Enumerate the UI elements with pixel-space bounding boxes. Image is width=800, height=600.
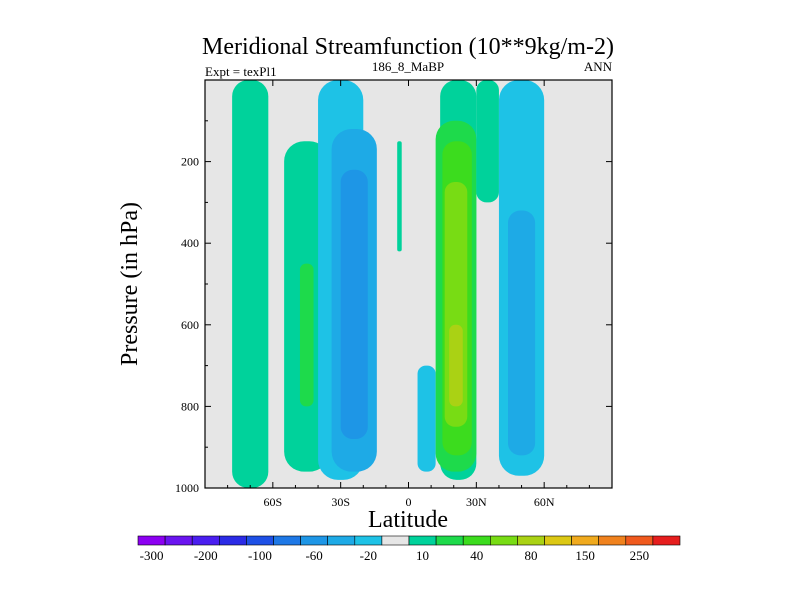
chart-title: Meridional Streamfunction (10**9kg/m-2): [202, 34, 614, 60]
season-label: ANN: [584, 59, 613, 74]
colorbar-swatch: [489, 535, 518, 546]
colorbar-swatch: [462, 535, 491, 546]
contour-region: [476, 80, 499, 203]
x-axis-label: Latitude: [368, 507, 448, 533]
colorbar-swatch: [517, 535, 545, 546]
contour-region: [340, 169, 368, 440]
colorbar-swatch: [598, 535, 627, 546]
colorbar-swatch: [571, 535, 599, 546]
colorbar-label: -20: [360, 548, 377, 563]
colorbar-swatch: [191, 535, 220, 546]
colorbar-swatch: [164, 535, 193, 546]
contour-region: [507, 210, 536, 456]
y-tick-label: 400: [181, 236, 199, 250]
y-tick-label: 800: [181, 399, 199, 413]
y-tick-label: 200: [181, 155, 199, 169]
colorbar-swatch: [652, 535, 681, 546]
colorbar-swatch: [246, 535, 274, 546]
colorbar-label: 250: [630, 548, 650, 563]
colorbar-swatch: [544, 535, 572, 546]
contour-region: [397, 141, 402, 252]
contour-region: [299, 263, 314, 407]
colorbar-swatch: [137, 535, 166, 546]
y-axis-label: Pressure (in hPa): [117, 202, 143, 366]
period-label: 186_8_MaBP: [372, 59, 444, 74]
colorbar-label: 40: [470, 548, 483, 563]
contour-region: [449, 324, 463, 407]
colorbar-swatch: [219, 535, 247, 546]
x-tick-label: 30S: [331, 495, 350, 509]
contour-region: [232, 80, 269, 488]
x-tick-label: 30N: [466, 495, 487, 509]
colorbar-label: -60: [305, 548, 322, 563]
y-tick-label: 600: [181, 318, 199, 332]
colorbar-label: 80: [524, 548, 537, 563]
x-tick-label: 60S: [263, 495, 282, 509]
contour-region: [417, 365, 436, 472]
colorbar-swatch: [435, 535, 464, 546]
colorbar-label: -100: [248, 548, 272, 563]
x-tick-label: 60N: [534, 495, 555, 509]
colorbar-swatch: [354, 535, 383, 546]
x-tick-label: 0: [406, 495, 412, 509]
colorbar-label: -300: [140, 548, 164, 563]
colorbar-swatch: [327, 535, 356, 546]
experiment-label: Expt = texPl1: [205, 64, 277, 79]
colorbar-swatch: [273, 535, 301, 546]
colorbar-label: 150: [575, 548, 595, 563]
colorbar-label: 10: [416, 548, 429, 563]
colorbar-swatch: [625, 535, 654, 546]
colorbar-swatch: [300, 535, 329, 546]
colorbar-swatch: [381, 535, 410, 546]
colorbar-swatch: [408, 535, 437, 546]
y-tick-label: 1000: [175, 481, 199, 495]
colorbar-label: -200: [194, 548, 218, 563]
